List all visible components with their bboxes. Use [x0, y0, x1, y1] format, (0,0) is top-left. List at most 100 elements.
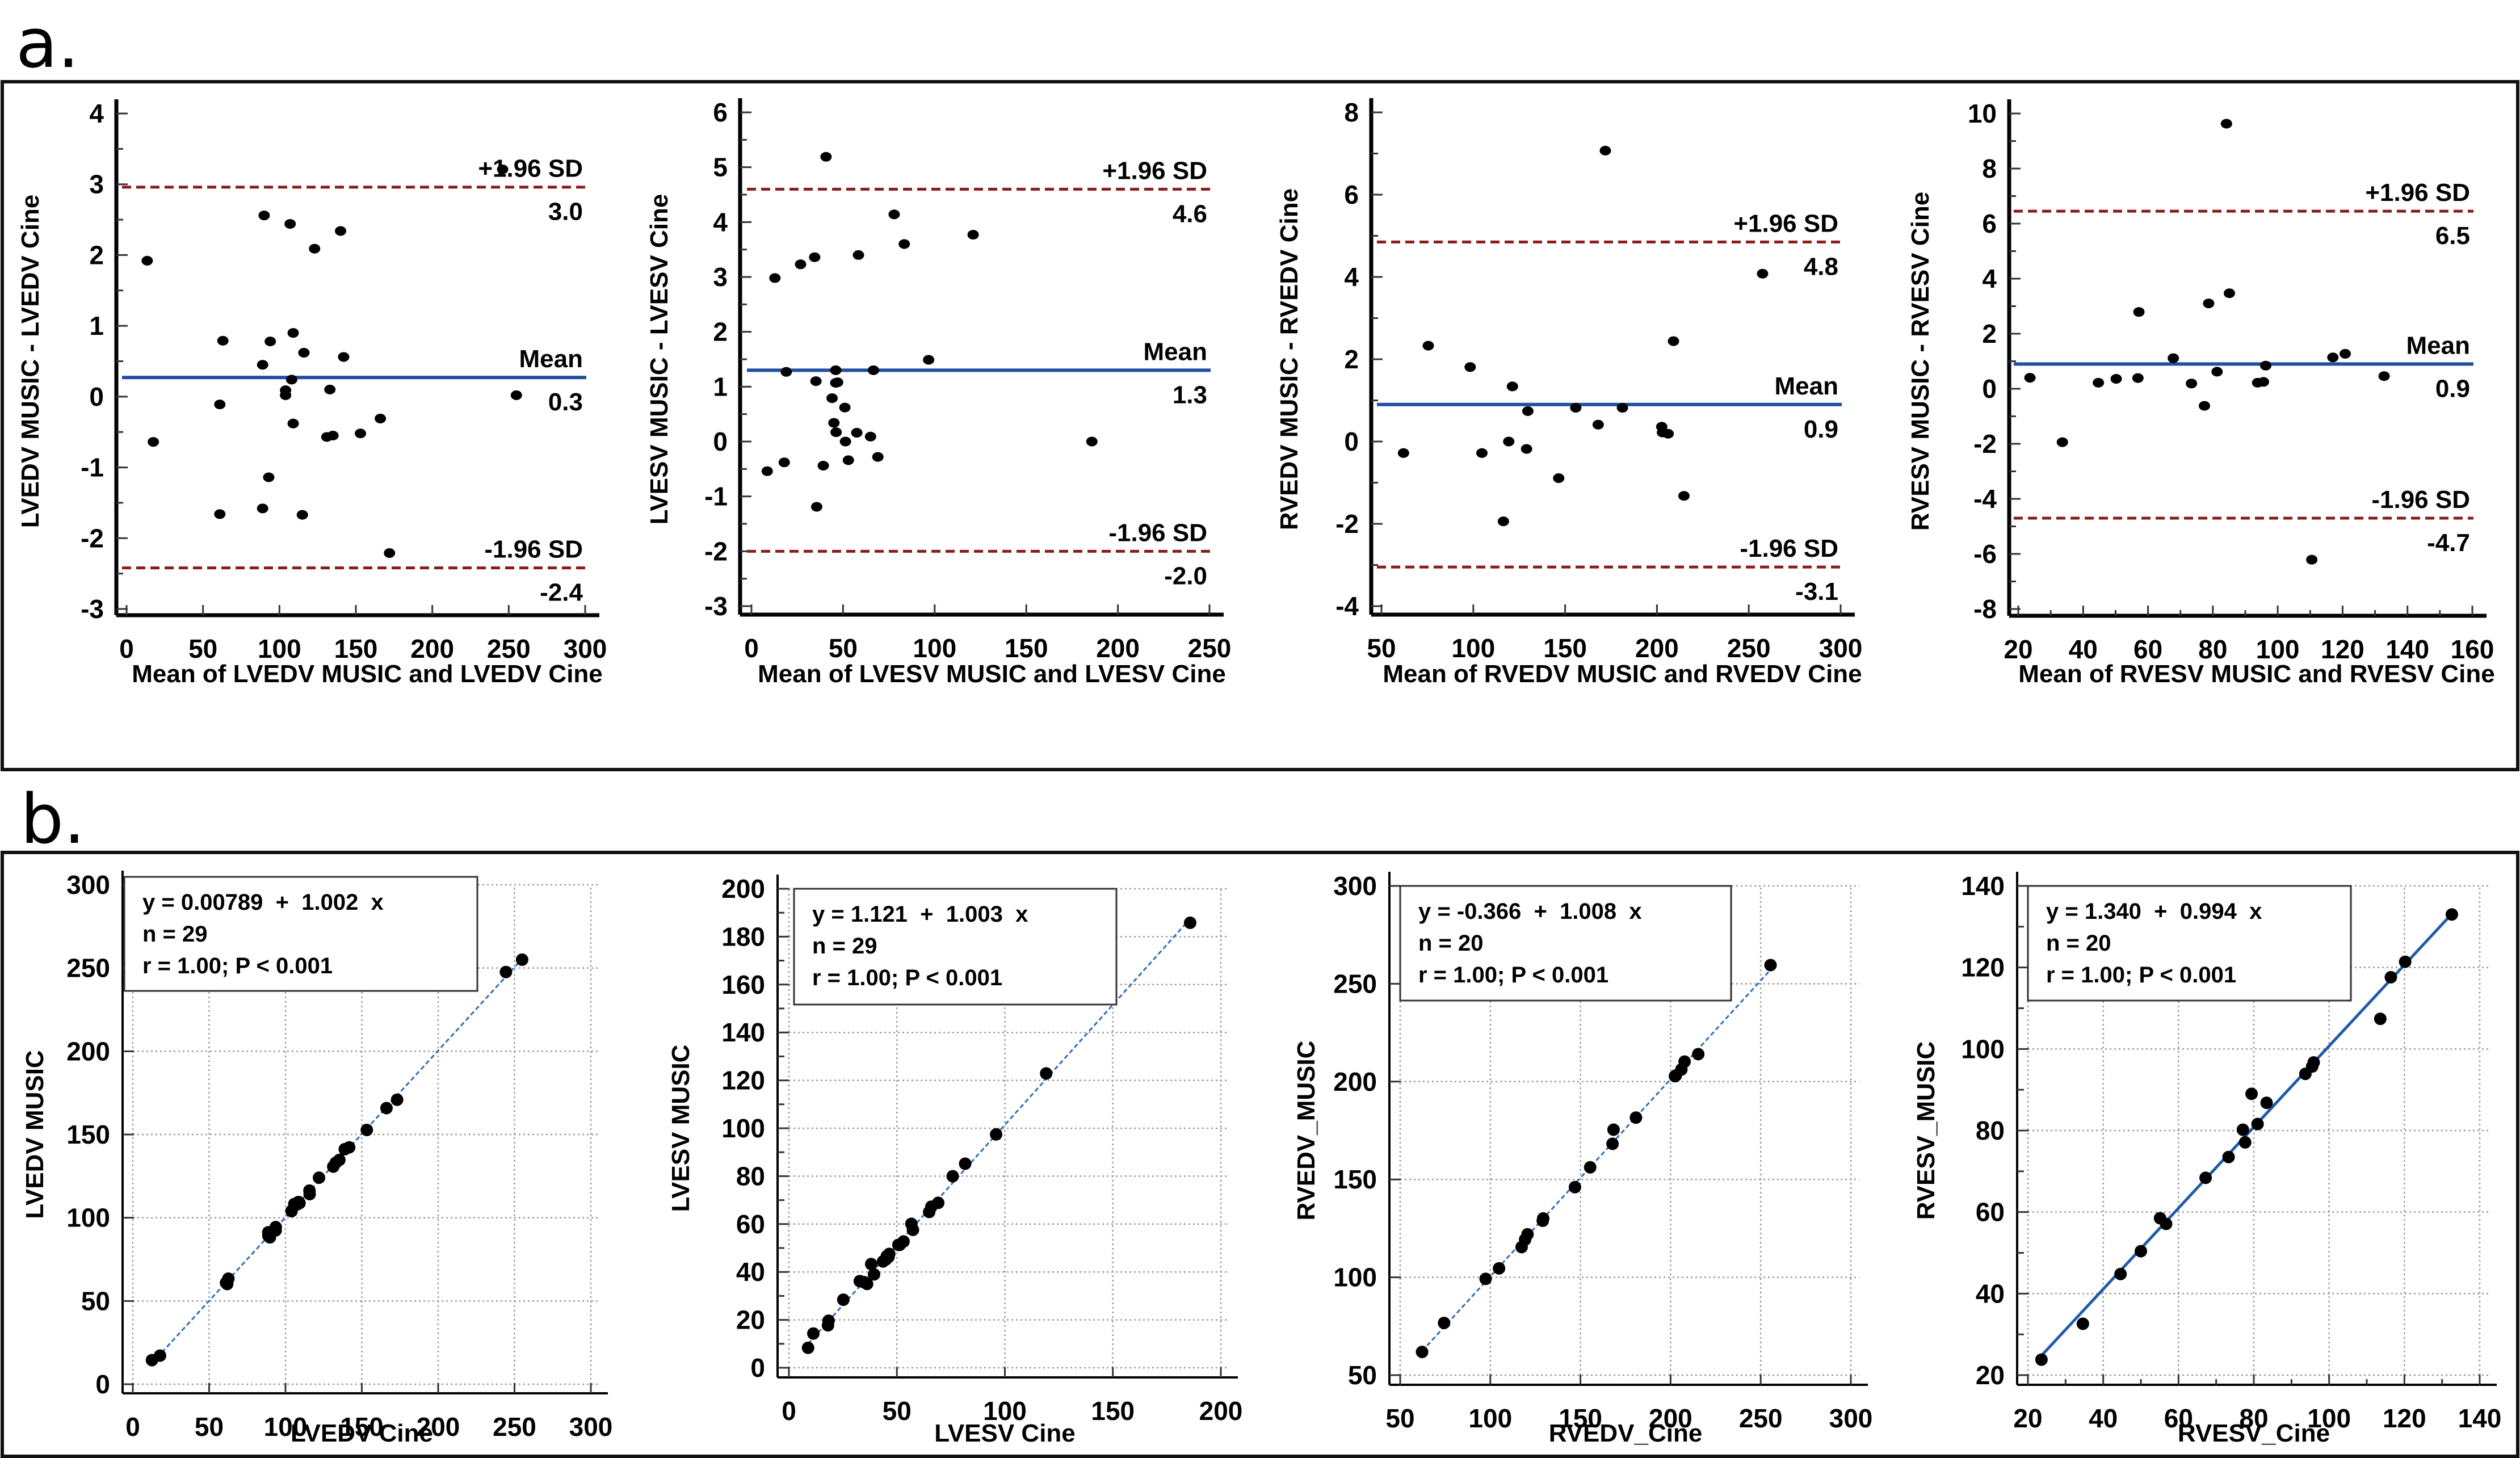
y-tick-label: 150 [1333, 1165, 1377, 1194]
data-point [280, 390, 292, 400]
x-tick-label: 0 [782, 1396, 796, 1426]
data-point [1479, 1272, 1492, 1285]
data-point [298, 348, 310, 358]
data-point [1568, 1180, 1581, 1194]
data-point [2203, 299, 2215, 309]
y-tick-label: 180 [721, 922, 765, 951]
stats-line: r = 1.00; P < 0.001 [1418, 963, 1608, 988]
data-point [830, 365, 842, 375]
x-tick-label: 200 [410, 634, 454, 663]
data-point [284, 219, 296, 229]
x-tick-label: 50 [829, 633, 858, 663]
x-tick-label: 250 [487, 634, 531, 663]
data-point [923, 355, 935, 365]
y-tick-label: -3 [704, 591, 728, 621]
data-point [1678, 491, 1690, 501]
panel-a-frame [1, 80, 2519, 771]
data-point [831, 377, 843, 388]
y-tick-label: -4 [1335, 591, 1359, 621]
y-tick-label: 8 [1344, 98, 1359, 127]
y-axis-title: RVEDV_MUSIC [1292, 1040, 1320, 1220]
y-tick-label: 0 [95, 1369, 110, 1399]
x-tick-label: 200 [1635, 633, 1679, 663]
data-point [296, 510, 308, 520]
data-point [851, 428, 863, 438]
y-tick-label: -2 [1335, 509, 1359, 539]
x-tick-label: 150 [1091, 1396, 1135, 1426]
y-tick-label: -8 [1973, 594, 1997, 624]
data-point [2306, 554, 2318, 565]
x-tick-label: 20 [2013, 1404, 2042, 1433]
data-point [2260, 1096, 2273, 1110]
data-point [214, 509, 226, 519]
upper-limit-value-label: 3.0 [548, 198, 583, 226]
data-point [148, 437, 159, 447]
y-axis-title: LVEDV MUSIC - LVEDV Cine [16, 195, 44, 528]
stats-line: n = 29 [142, 922, 208, 947]
y-tick-label: 300 [66, 870, 110, 900]
data-point [141, 255, 153, 266]
data-point [264, 337, 276, 347]
bland-altman-rvesv: 20 40 60 80 100 120 140 160 -8 -6 -4 -2 0 2 4 6 8 10 Mean … [1906, 99, 2495, 688]
data-point [780, 367, 792, 377]
data-point [1606, 1137, 1619, 1150]
data-point [335, 226, 347, 236]
data-point [1592, 419, 1604, 430]
data-point [761, 466, 773, 476]
x-tick-label: 50 [1367, 633, 1396, 663]
upper-limit-value-label: 4.8 [1804, 253, 1838, 280]
data-point [867, 1268, 880, 1281]
y-tick-label: -2 [704, 536, 728, 566]
lower-limit-label: -1.96 SD [1740, 535, 1838, 562]
y-tick-label: 200 [1333, 1067, 1377, 1096]
data-point [897, 1235, 910, 1248]
data-point [826, 393, 838, 404]
mean-value-label: 0.9 [2435, 375, 2470, 402]
data-point [1416, 1346, 1429, 1359]
data-point [872, 452, 884, 462]
data-point [2160, 1217, 2173, 1230]
data-point [309, 243, 321, 254]
y-tick-label: -1 [81, 453, 104, 482]
data-point [285, 375, 297, 385]
data-point [2236, 1123, 2249, 1136]
data-point [263, 472, 275, 482]
data-point [1040, 1067, 1053, 1080]
upper-limit-label: +1.96 SD [478, 155, 583, 183]
panel-a-letter: a. [16, 5, 79, 83]
regression-rvesv: 20 40 60 80 100 120 140 20 40 60 80 100 120 140 RVESV_… [1912, 871, 2501, 1447]
data-point [1764, 959, 1777, 972]
data-point [355, 428, 367, 439]
upper-limit-value-label: 4.6 [1173, 200, 1207, 228]
y-tick-label: 3 [89, 170, 104, 199]
data-point [1464, 362, 1476, 372]
data-point [2110, 374, 2122, 384]
y-tick-label: 0 [1982, 374, 1997, 404]
y-tick-label: 160 [721, 970, 765, 999]
data-point [2199, 1171, 2212, 1184]
y-tick-label: 100 [1961, 1034, 2005, 1064]
data-point [1506, 381, 1518, 392]
data-point [217, 335, 229, 346]
data-point [807, 1327, 820, 1340]
lower-limit-value-label: -2.0 [1164, 562, 1207, 590]
data-point [795, 259, 807, 270]
y-tick-label: 60 [1976, 1198, 2005, 1227]
data-point [1692, 1048, 1705, 1061]
y-tick-label: 140 [1961, 871, 2005, 901]
data-point [1629, 1111, 1643, 1124]
stats-line: r = 1.00; P < 0.001 [142, 953, 333, 978]
stats-line: y = 0.00789 + 1.002 x [142, 890, 384, 915]
y-tick-label: 1 [89, 311, 104, 341]
data-point [1183, 916, 1196, 929]
data-point [2220, 119, 2232, 129]
data-point [1662, 428, 1674, 439]
y-tick-label: 3 [713, 262, 728, 292]
x-tick-label: 250 [1727, 633, 1771, 663]
mean-value-label: 0.3 [548, 388, 583, 416]
y-tick-label: 50 [1348, 1360, 1377, 1390]
data-point [905, 1217, 918, 1230]
mean-value-label: 0.9 [1804, 415, 1838, 443]
y-tick-label: 200 [721, 874, 765, 904]
data-point [2056, 437, 2068, 447]
